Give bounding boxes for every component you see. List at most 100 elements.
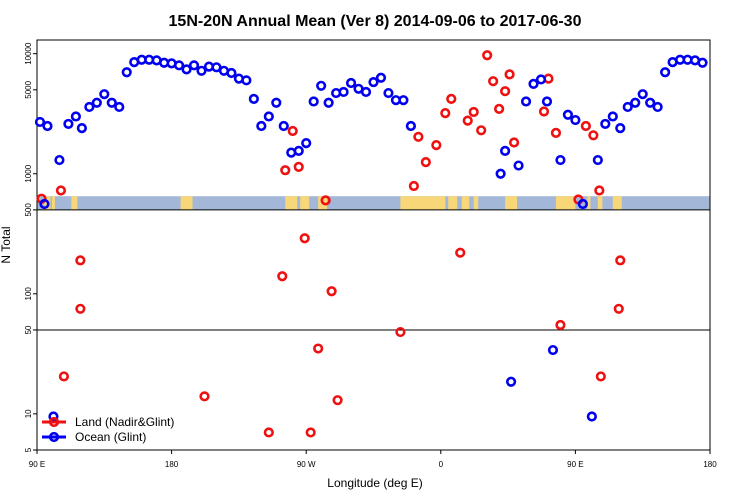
land-point	[408, 180, 419, 192]
land-point	[431, 140, 442, 151]
ocean-point	[263, 111, 274, 122]
ocean-point	[368, 76, 379, 88]
ocean-point	[54, 154, 65, 166]
land-point	[277, 271, 288, 282]
ocean-point	[622, 101, 633, 113]
ocean-point	[547, 344, 559, 356]
ocean-point	[271, 97, 282, 108]
land-point	[555, 319, 566, 331]
ocean-point	[34, 116, 46, 128]
ocean-point	[63, 118, 74, 130]
land-point	[494, 103, 505, 114]
land-point	[615, 255, 626, 266]
land-segment	[300, 196, 310, 210]
land-point	[594, 185, 605, 196]
legend-ocean-label: Ocean (Glint)	[75, 430, 146, 444]
land-segment	[448, 196, 458, 210]
land-point	[413, 131, 424, 142]
ocean-point	[586, 411, 597, 422]
land-point	[440, 107, 451, 119]
land-point	[299, 233, 310, 244]
land-segment	[71, 196, 78, 210]
x-tick-label: 180	[165, 460, 179, 469]
ocean-point	[660, 67, 671, 78]
land-point	[293, 161, 304, 173]
ocean-point	[592, 154, 603, 166]
ocean-point	[338, 86, 349, 98]
ocean-point	[99, 89, 110, 100]
ocean-point	[541, 96, 553, 107]
ocean-point	[48, 411, 59, 422]
ocean-point	[405, 120, 416, 132]
ocean-point	[615, 122, 626, 134]
ocean-point	[577, 198, 588, 210]
ocean-point	[241, 75, 252, 86]
ocean-point	[630, 97, 641, 108]
land-point	[320, 195, 331, 206]
ocean-point	[535, 74, 547, 85]
land-segment	[461, 196, 470, 210]
ocean-point	[562, 109, 574, 120]
land-point	[476, 125, 487, 136]
y-tick-label: 500	[24, 203, 33, 217]
land-point	[313, 343, 324, 354]
legend: Land (Nadir&Glint) Ocean (Glint)	[42, 415, 174, 444]
ocean-point	[645, 97, 656, 108]
y-tick-label: 10000	[24, 42, 33, 65]
ocean-point	[196, 65, 207, 76]
ocean-point	[173, 60, 185, 71]
land-segment	[180, 196, 193, 210]
land-segment	[51, 196, 55, 210]
ocean-point	[637, 89, 648, 100]
ocean-point	[528, 78, 539, 90]
ocean-point	[555, 154, 566, 166]
ocean-point	[39, 198, 50, 210]
ocean-point	[76, 122, 87, 134]
land-point	[504, 69, 515, 80]
ocean-point	[114, 101, 125, 113]
land-segment	[597, 196, 603, 210]
land-segment	[285, 196, 298, 210]
land-point	[538, 106, 550, 117]
chart-title: 15N-20N Annual Mean (Ver 8) 2014-09-06 t…	[169, 13, 582, 30]
ocean-point	[505, 376, 517, 387]
series-ocean	[34, 54, 708, 422]
x-tick-label: 90 E	[567, 460, 583, 469]
land-point	[595, 371, 606, 382]
series-land	[36, 50, 626, 438]
land-point	[326, 286, 337, 297]
ocean-point	[323, 97, 334, 108]
ocean-point	[121, 67, 132, 78]
ocean-point	[256, 120, 267, 132]
ocean-point	[316, 80, 327, 91]
ocean-point	[106, 97, 117, 108]
ocean-point	[520, 96, 532, 107]
legend-ocean-marker	[48, 431, 60, 443]
ocean-point	[42, 120, 53, 132]
land-point	[280, 165, 291, 176]
x-axis-label: Longitude (deg E)	[327, 476, 422, 490]
land-point	[263, 427, 274, 438]
land-point	[55, 185, 67, 196]
x-tick-label: 90 E	[29, 460, 45, 469]
land-point	[613, 303, 624, 314]
x-axis: 90 E 180 90 W 0 90 E 180	[29, 450, 717, 469]
land-point	[482, 50, 493, 61]
land-point	[75, 303, 86, 314]
ocean-point	[301, 137, 312, 149]
land-segment	[587, 196, 591, 210]
ocean-point	[375, 72, 387, 83]
ocean-point	[308, 96, 319, 107]
y-axis: 5 10 50 100 500 1000 5000 10000	[24, 42, 37, 452]
land-point	[488, 76, 499, 87]
ocean-point	[278, 120, 289, 132]
y-axis-label: N Total	[0, 226, 13, 263]
ocean-point	[84, 101, 95, 113]
ocean-point	[652, 101, 663, 113]
land-point	[58, 371, 70, 382]
land-point	[395, 326, 406, 338]
x-tick-label: 0	[439, 460, 444, 469]
ocean-point	[570, 114, 581, 126]
y-tick-label: 5	[24, 447, 33, 452]
